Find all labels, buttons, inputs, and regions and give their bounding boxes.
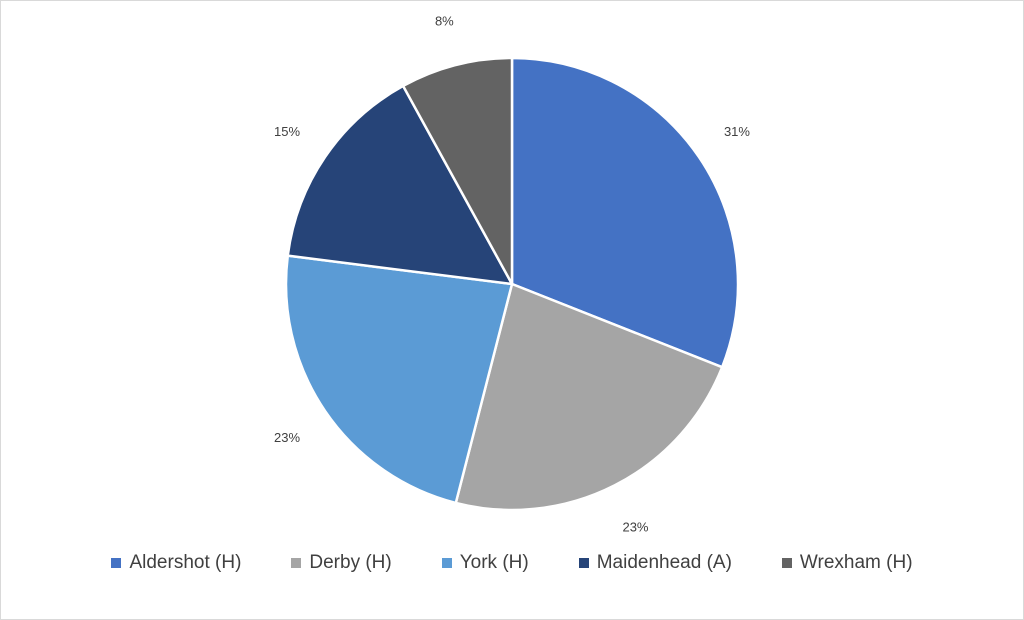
- legend: Aldershot (H) Derby (H) York (H) Maidenhead…: [0, 548, 1024, 578]
- pie-slice-wrexham-h: [401, 56, 514, 286]
- data-label-derby-h: 23%: [622, 519, 648, 534]
- legend-item: Maidenhead (A): [578, 552, 732, 574]
- pie-data-labels: 31% 23% 23% 15% 8%: [274, 14, 750, 535]
- legend-label: Derby (H): [309, 552, 392, 573]
- pie-slice-aldershot-h: [510, 56, 740, 369]
- legend-swatch: [111, 558, 122, 568]
- data-label-maidenhead-a: 15%: [274, 124, 300, 139]
- legend-label: Wrexham (H): [799, 552, 913, 573]
- legend-swatch: [781, 558, 792, 568]
- pie-slice-maidenhead-a: [286, 84, 514, 286]
- legend-swatch: [441, 558, 452, 568]
- pie-slice-york-h: [284, 254, 514, 505]
- legend-swatch: [291, 558, 302, 568]
- pie-slices: [284, 56, 740, 512]
- data-label-aldershot-h: 31%: [724, 124, 750, 139]
- legend-item: Derby (H): [291, 552, 392, 574]
- legend-item: York (H): [441, 552, 529, 574]
- legend-label: York (H): [459, 552, 529, 573]
- legend-swatch: [578, 558, 589, 568]
- data-label-york-h: 23%: [274, 430, 300, 445]
- legend-item: Wrexham (H): [781, 552, 913, 574]
- legend-label: Maidenhead (A): [596, 552, 732, 573]
- data-label-wrexham-h: 8%: [435, 14, 454, 29]
- legend-label: Aldershot (H): [129, 552, 242, 573]
- pie-slice-derby-h: [454, 282, 724, 512]
- legend-item: Aldershot (H): [111, 552, 241, 574]
